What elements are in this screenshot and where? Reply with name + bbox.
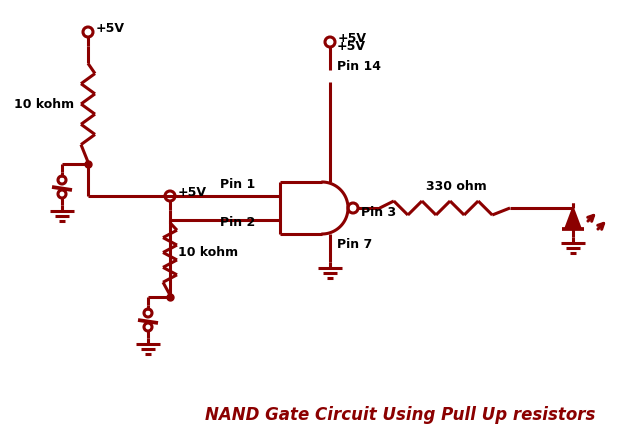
Text: Pin 3: Pin 3 [361, 206, 396, 219]
Text: +5V: +5V [96, 23, 125, 36]
Text: Pin 14: Pin 14 [337, 60, 381, 73]
Text: +5V: +5V [338, 33, 367, 46]
Text: 10 kohm: 10 kohm [178, 246, 238, 259]
Text: 10 kohm: 10 kohm [14, 98, 74, 111]
Text: Pin 2: Pin 2 [220, 216, 255, 229]
Text: +5V: +5V [337, 40, 366, 53]
Polygon shape [564, 205, 582, 229]
Text: Pin 1: Pin 1 [220, 178, 255, 191]
Text: +5V: +5V [178, 187, 207, 200]
Text: NAND Gate Circuit Using Pull Up resistors: NAND Gate Circuit Using Pull Up resistor… [205, 406, 595, 424]
Text: Pin 7: Pin 7 [337, 238, 373, 251]
Text: 330 ohm: 330 ohm [426, 180, 487, 193]
